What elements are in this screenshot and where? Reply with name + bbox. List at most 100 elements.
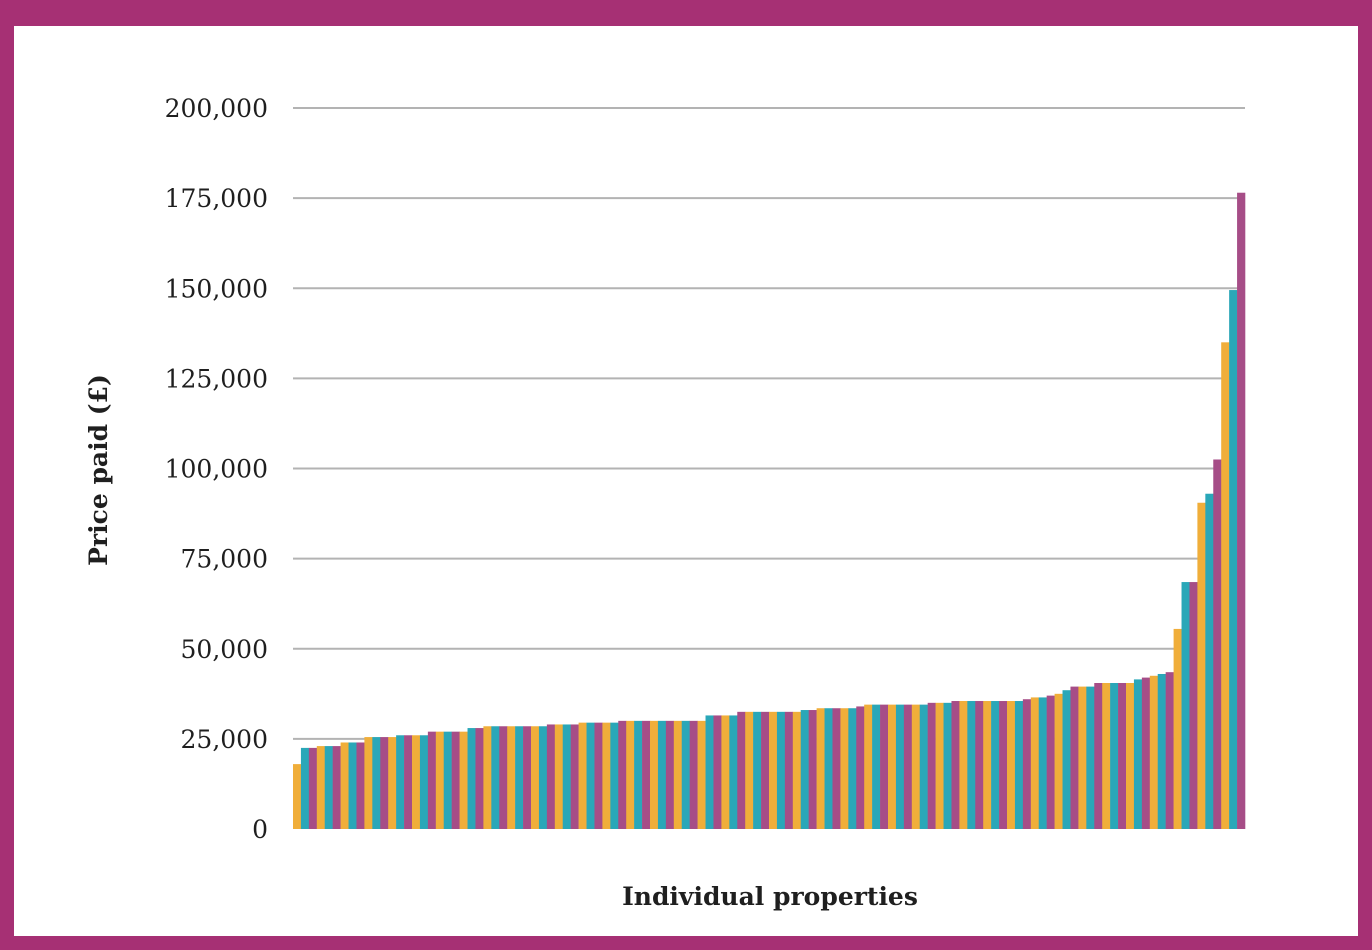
bar	[332, 746, 341, 829]
bar	[983, 701, 992, 829]
bar	[324, 746, 333, 829]
bars	[293, 192, 1246, 830]
bar	[308, 747, 318, 829]
bar	[538, 726, 548, 829]
bar	[753, 711, 762, 829]
bar	[705, 715, 714, 829]
bar	[483, 726, 492, 829]
bar	[642, 720, 651, 829]
bar	[840, 708, 849, 829]
bar	[1213, 459, 1222, 829]
y-tick-label: 75,000	[181, 545, 268, 574]
bar	[1173, 628, 1182, 829]
bar	[364, 737, 373, 829]
y-tick-label: 200,000	[165, 94, 268, 123]
bar	[967, 701, 976, 829]
bar	[1181, 582, 1190, 829]
bar	[657, 720, 667, 829]
bar	[451, 731, 460, 829]
bar	[467, 728, 476, 829]
y-tick-label: 0	[252, 815, 268, 844]
bar	[1197, 502, 1206, 829]
bar	[499, 726, 508, 829]
bar	[1110, 683, 1119, 829]
bar	[475, 728, 484, 829]
y-tick-label: 25,000	[181, 725, 268, 754]
bar	[293, 764, 302, 829]
bar	[1078, 686, 1087, 829]
bar	[1229, 290, 1238, 829]
bar	[816, 708, 825, 829]
y-tick-label: 100,000	[165, 455, 268, 484]
bar	[1237, 192, 1246, 830]
bar	[1094, 683, 1103, 829]
bar	[523, 726, 532, 829]
gridlines	[293, 107, 1245, 740]
bar	[1102, 683, 1111, 829]
bar	[681, 720, 690, 829]
bar	[1141, 677, 1151, 829]
bar	[443, 731, 452, 829]
bar	[388, 737, 397, 829]
bar	[396, 735, 405, 829]
y-axis-title: Price paid (£)	[84, 374, 113, 566]
bar	[776, 711, 786, 829]
bar	[507, 726, 516, 829]
bar	[895, 704, 905, 829]
bar	[316, 746, 326, 829]
bar	[594, 722, 603, 829]
bar	[1189, 582, 1198, 829]
bar	[602, 722, 611, 829]
bar	[562, 724, 571, 829]
bar	[340, 742, 349, 829]
bar	[427, 731, 437, 829]
y-tick-labels: 0 25,000 50,000 75,000 100,000 125,000 150,000…	[165, 94, 268, 844]
bar	[665, 720, 675, 829]
bar	[911, 704, 921, 829]
bar	[348, 742, 357, 829]
bar	[372, 737, 381, 829]
bar	[300, 747, 310, 829]
bar	[792, 711, 802, 829]
bar	[864, 704, 873, 829]
bar	[459, 731, 468, 829]
bar	[650, 720, 659, 829]
bar	[1086, 686, 1095, 829]
bar	[935, 702, 944, 829]
bar	[356, 742, 365, 829]
bar	[927, 702, 936, 829]
bar	[618, 720, 627, 829]
bar	[515, 726, 524, 829]
bar	[824, 708, 833, 829]
bar	[769, 711, 778, 829]
y-tick-label: 125,000	[165, 364, 268, 393]
bar	[713, 715, 722, 829]
bar	[626, 720, 635, 829]
bar	[1054, 693, 1063, 829]
y-tick-label: 175,000	[165, 184, 268, 213]
bar	[903, 704, 913, 829]
bar	[808, 710, 817, 829]
bar	[491, 726, 500, 829]
bar	[1133, 679, 1143, 829]
bar	[1126, 683, 1135, 829]
bar	[1022, 699, 1032, 829]
bar	[1221, 342, 1230, 829]
bar	[721, 715, 730, 829]
bar	[737, 711, 746, 829]
bar	[745, 711, 754, 829]
bar	[761, 711, 770, 829]
y-tick-label: 50,000	[181, 635, 268, 664]
bar	[697, 720, 706, 829]
bar	[951, 701, 960, 829]
bar	[634, 720, 643, 829]
bar	[578, 722, 587, 829]
bar	[1118, 683, 1127, 829]
bar	[784, 711, 794, 829]
bar	[1062, 690, 1071, 829]
bar	[800, 710, 809, 829]
bar	[991, 701, 1000, 829]
bar	[404, 735, 413, 829]
bar	[848, 708, 857, 829]
